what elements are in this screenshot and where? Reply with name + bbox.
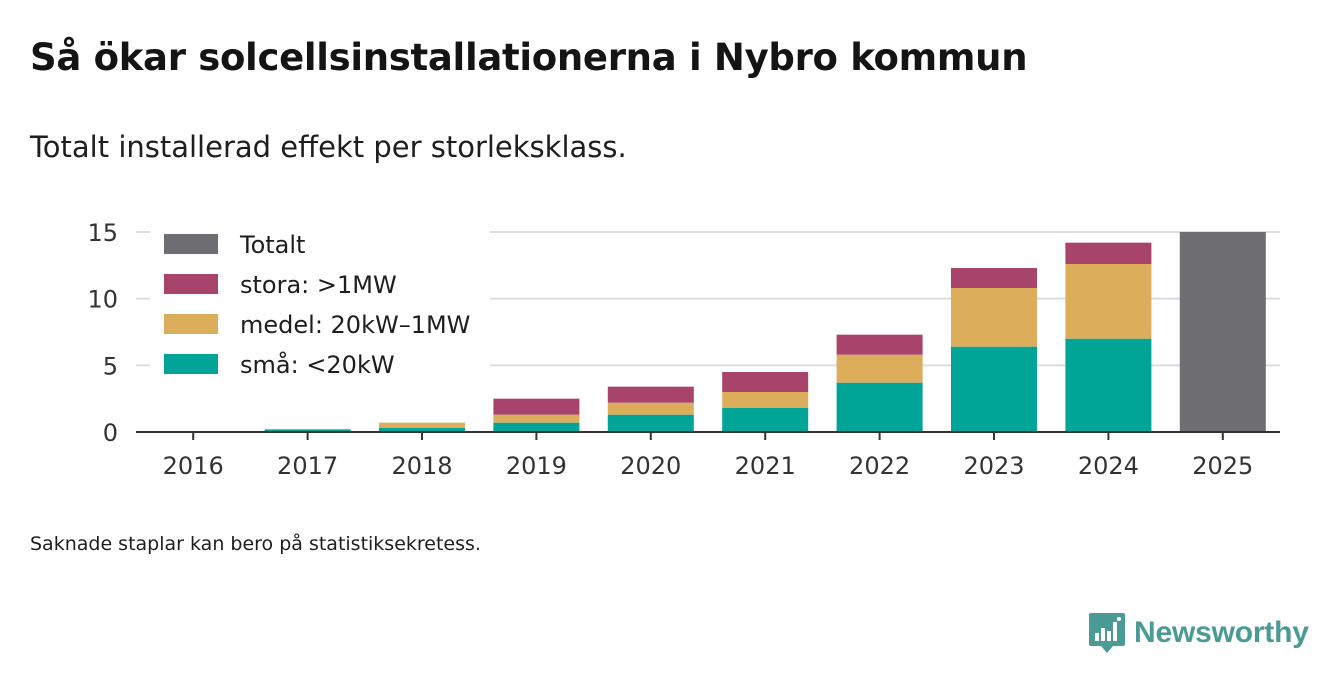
bar-small-2019 <box>493 422 580 432</box>
x-tick-label: 2020 <box>620 452 681 480</box>
brand-name: Newsworthy <box>1134 616 1309 649</box>
x-tick-label: 2017 <box>277 452 338 480</box>
bar-total-2025 <box>1179 232 1266 432</box>
bar-large-2024 <box>1065 242 1152 264</box>
bar-large-2020 <box>607 386 694 403</box>
bar-medium-2021 <box>722 392 809 408</box>
legend-swatch-small <box>164 354 218 374</box>
bar-medium-2024 <box>1065 264 1152 339</box>
x-tick-label: 2018 <box>391 452 452 480</box>
bar-large-2023 <box>951 268 1037 288</box>
bar-small-2022 <box>836 382 923 432</box>
x-tick-label: 2023 <box>963 452 1024 480</box>
bar-small-2023 <box>951 346 1037 432</box>
legend-swatch-large <box>164 274 218 294</box>
y-tick-label: 5 <box>103 352 118 380</box>
bar-small-2021 <box>722 408 809 432</box>
legend-swatch-total <box>164 234 218 254</box>
axes: 0 5 10 15 2016 2017 2018 2019 2020 2021 2022 2023 20… <box>87 219 1280 480</box>
footnote: Saknade staplar kan bero på statistiksek… <box>30 533 481 555</box>
bar-small-2017 <box>264 429 351 432</box>
legend-label-total: Totalt <box>239 231 305 259</box>
bar-small-2018 <box>379 428 465 432</box>
bars <box>264 232 1266 432</box>
bar-large-2022 <box>836 334 923 355</box>
newsworthy-logo[interactable]: Newsworthy <box>1088 610 1309 656</box>
legend-label-medium: medel: 20kW–1MW <box>240 311 470 339</box>
legend-swatch-medium <box>164 314 218 334</box>
y-tick-label: 0 <box>103 419 118 447</box>
bar-medium-2022 <box>836 354 923 383</box>
bar-medium-2019 <box>493 414 580 423</box>
bar-medium-2018 <box>379 422 465 428</box>
y-tick-label: 10 <box>87 286 118 314</box>
newsworthy-logo-icon <box>1089 613 1125 653</box>
legend: Totalt stora: >1MW medel: 20kW–1MW små: <20… <box>150 224 490 389</box>
bar-large-2021 <box>722 372 809 392</box>
bar-small-2024 <box>1065 338 1152 432</box>
bar-small-2020 <box>607 414 694 432</box>
x-tick-label: 2019 <box>506 452 567 480</box>
bar-medium-2023 <box>951 288 1037 347</box>
bar-large-2019 <box>493 398 580 415</box>
x-tick-label: 2025 <box>1192 452 1253 480</box>
chart-subtitle: Totalt installerad effekt per storlekskl… <box>30 130 627 164</box>
x-tick-label: 2021 <box>735 452 796 480</box>
x-tick-label: 2022 <box>849 452 910 480</box>
y-tick-label: 15 <box>87 219 118 247</box>
legend-label-small: små: <20kW <box>240 350 395 379</box>
legend-label-large: stora: >1MW <box>240 271 397 299</box>
chart-title: Så ökar solcellsinstallationerna i Nybro… <box>30 36 1028 79</box>
x-tick-label: 2016 <box>163 452 224 480</box>
bar-medium-2020 <box>607 402 694 415</box>
x-tick-label: 2024 <box>1078 452 1139 480</box>
stacked-bar-chart: 0 5 10 15 2016 2017 2018 2019 2020 2021 2022 2023 20… <box>87 219 1280 480</box>
